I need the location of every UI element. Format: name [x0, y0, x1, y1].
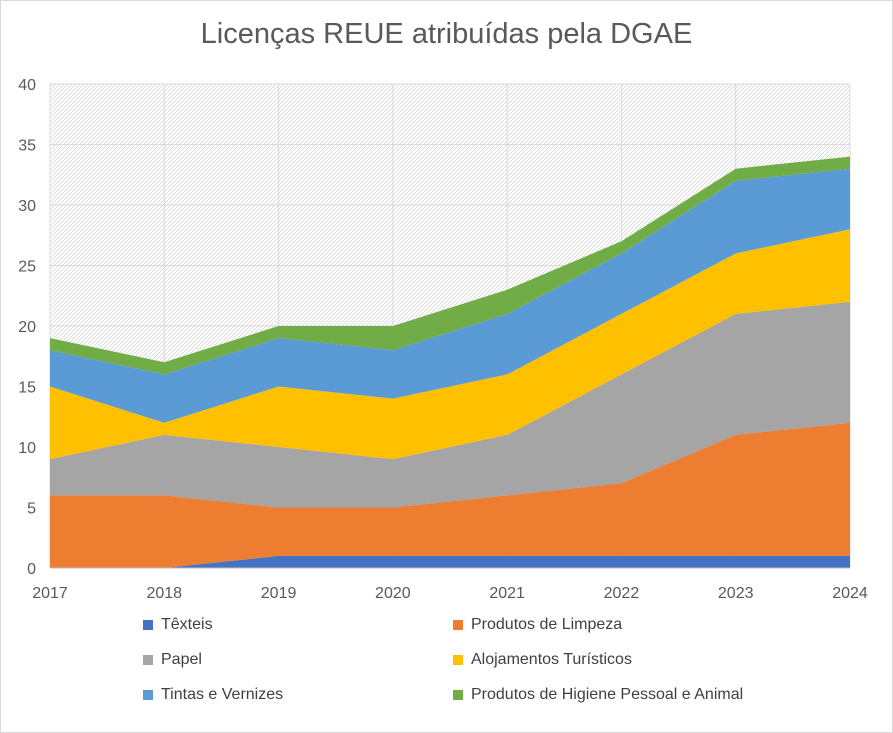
x-tick-label: 2024: [832, 585, 868, 602]
legend-swatch: [453, 655, 463, 665]
legend-item-tintas-e-vernizes: Tintas e Vernizes: [143, 686, 283, 704]
area-series-4: [50, 168, 850, 423]
legend-item-texteis: Têxteis: [143, 616, 213, 634]
legend-swatch: [143, 655, 153, 665]
chart-title: Licenças REUE atribuídas pela DGAE: [200, 18, 693, 50]
legend-label: Produtos de Limpeza: [471, 616, 623, 633]
y-tick-label: 10: [18, 440, 36, 457]
legend-label: Tintas e Vernizes: [161, 686, 284, 703]
y-tick-label: 35: [18, 138, 36, 155]
y-tick-label: 5: [27, 501, 36, 518]
legend-label: Produtos de Higiene Pessoal e Animal: [471, 686, 744, 703]
y-tick-label: 0: [27, 561, 36, 578]
area-series-3: [50, 229, 850, 460]
x-tick-label: 2020: [375, 585, 411, 602]
legend-label: Papel: [161, 651, 202, 668]
x-tick-label: 2022: [604, 585, 640, 602]
x-tick-label: 2018: [146, 585, 182, 602]
legend-item-produtos-de-higiene-pessoal-e-animal: Produtos de Higiene Pessoal e Animal: [453, 686, 743, 704]
x-tick-label: 2019: [261, 585, 297, 602]
legend-label: Têxteis: [161, 616, 213, 633]
area-series-5: [50, 156, 850, 375]
y-tick-label: 30: [18, 198, 36, 215]
legend-label: Alojamentos Turísticos: [471, 651, 632, 668]
series-areas: [50, 156, 850, 568]
area-series-1: [50, 422, 850, 568]
legend-swatch: [143, 620, 153, 630]
axes: 0 5 10 15 20 25 30 35 40 2017 2018 2019 2020 2021 2022…: [18, 77, 868, 602]
legend-swatch: [453, 620, 463, 630]
legend-item-papel: Papel: [143, 651, 202, 669]
area-series-2: [50, 301, 850, 508]
x-tick-label: 2021: [489, 585, 525, 602]
y-tick-label: 15: [18, 380, 36, 397]
legend-item-produtos-de-limpeza: Produtos de Limpeza: [453, 616, 622, 634]
y-tick-label: 20: [18, 319, 36, 336]
x-tick-label: 2023: [718, 585, 754, 602]
legend-item-alojamentos-turisticos: Alojamentos Turísticos: [453, 651, 632, 669]
legend-swatch: [453, 690, 463, 700]
y-tick-label: 40: [18, 77, 36, 94]
legend-swatch: [143, 690, 153, 700]
x-tick-label: 2017: [32, 585, 68, 602]
area-series-0: [50, 555, 850, 568]
y-tick-label: 25: [18, 259, 36, 276]
